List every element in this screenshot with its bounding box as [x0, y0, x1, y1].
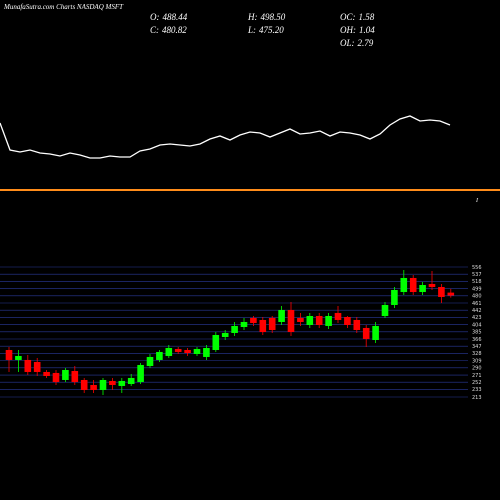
stat: OC: 1.58	[340, 12, 375, 22]
y-tick-label: 461	[472, 301, 482, 307]
candle-body	[278, 309, 285, 322]
y-tick-label: 518	[472, 279, 482, 285]
candle-body	[80, 379, 88, 390]
candle-body	[447, 292, 455, 296]
candle-body	[212, 334, 220, 351]
candle-body	[24, 359, 32, 372]
candle-body	[193, 348, 201, 354]
candle-body	[52, 372, 60, 382]
stat: H: 498.50	[247, 12, 286, 22]
candle-body	[325, 316, 332, 326]
y-tick-label: 423	[472, 315, 482, 321]
stat-label: L:	[247, 25, 256, 35]
candle-body	[315, 316, 323, 325]
candle-body	[71, 371, 79, 382]
stat-label: H:	[247, 12, 258, 22]
candle-body	[174, 348, 182, 352]
candle-body	[156, 351, 163, 360]
y-tick-label: 556	[472, 265, 482, 271]
y-tick-label: 252	[472, 380, 482, 386]
candle-body	[297, 317, 304, 322]
candle-body	[184, 350, 191, 353]
stat: O: 488.44	[150, 12, 188, 22]
y-tick-label: 213	[472, 395, 482, 401]
candle-body	[146, 356, 154, 366]
candle-body	[33, 361, 41, 372]
y-tick-label: 347	[472, 344, 482, 350]
y-tick-label: 480	[472, 294, 482, 300]
candle-body	[15, 355, 22, 360]
candle-body	[353, 319, 361, 330]
candle-body	[438, 287, 445, 297]
candle-body	[268, 317, 276, 330]
candle-body	[428, 283, 436, 288]
candle-body	[391, 290, 398, 305]
candle-body	[90, 384, 97, 390]
stat: OL: 2.79	[340, 38, 374, 48]
candle-body	[419, 285, 426, 293]
candle-body	[165, 347, 173, 356]
stat: L: 475.20	[247, 25, 284, 35]
y-tick-label: 537	[472, 272, 482, 278]
y-tick-label: 366	[472, 337, 482, 343]
candle-body	[400, 277, 408, 293]
candle-body	[250, 317, 257, 323]
stat-value: 498.50	[261, 12, 286, 22]
stat-label: C:	[150, 25, 159, 35]
stat-value: 2.79	[358, 38, 374, 48]
candle-body	[334, 312, 342, 320]
stat-value: 480.82	[162, 25, 187, 35]
stat-value: 1.04	[359, 25, 375, 35]
stat-label: OL:	[340, 38, 355, 48]
candle-body	[409, 277, 417, 293]
chart-title: MunafaSutra.com Charts NASDAQ MSFT	[3, 3, 124, 11]
stat-label: OH:	[340, 25, 356, 35]
candle-body	[118, 380, 126, 386]
candle-body	[231, 325, 238, 333]
candle-body	[259, 319, 267, 332]
candle-body	[372, 325, 379, 340]
candle-body	[221, 332, 229, 338]
y-tick-label: 385	[472, 330, 482, 336]
candle-body	[137, 364, 144, 382]
stat-value: 475.20	[259, 25, 284, 35]
candle-body	[99, 379, 107, 390]
y-tick-label: 499	[472, 286, 482, 292]
candle-body	[362, 327, 370, 339]
candle-body	[240, 321, 248, 327]
stat-label: OC:	[340, 12, 356, 22]
indicator-line	[0, 115, 451, 159]
candle-body	[306, 316, 314, 325]
y-tick-label: 271	[472, 373, 482, 379]
y-tick-label: 290	[472, 366, 482, 372]
stat-label: O:	[150, 12, 160, 22]
stat-value: 488.44	[163, 12, 188, 22]
candle-body	[381, 304, 389, 317]
level-label: I	[475, 198, 479, 204]
y-tick-label: 404	[472, 322, 482, 328]
y-tick-label: 233	[472, 387, 482, 393]
candle-body	[127, 377, 135, 384]
candle-body	[62, 369, 69, 380]
stat-value: 1.58	[359, 12, 375, 22]
candle-body	[43, 371, 50, 377]
candle-body	[203, 347, 210, 357]
y-tick-label: 309	[472, 358, 482, 364]
y-tick-label: 328	[472, 351, 482, 357]
stat: OH: 1.04	[340, 25, 375, 35]
y-tick-label: 442	[472, 308, 482, 314]
candle-body	[344, 316, 351, 325]
candle-body	[5, 350, 13, 360]
candle-body	[109, 380, 116, 385]
stat: C: 480.82	[150, 25, 187, 35]
candle-body	[287, 309, 295, 332]
